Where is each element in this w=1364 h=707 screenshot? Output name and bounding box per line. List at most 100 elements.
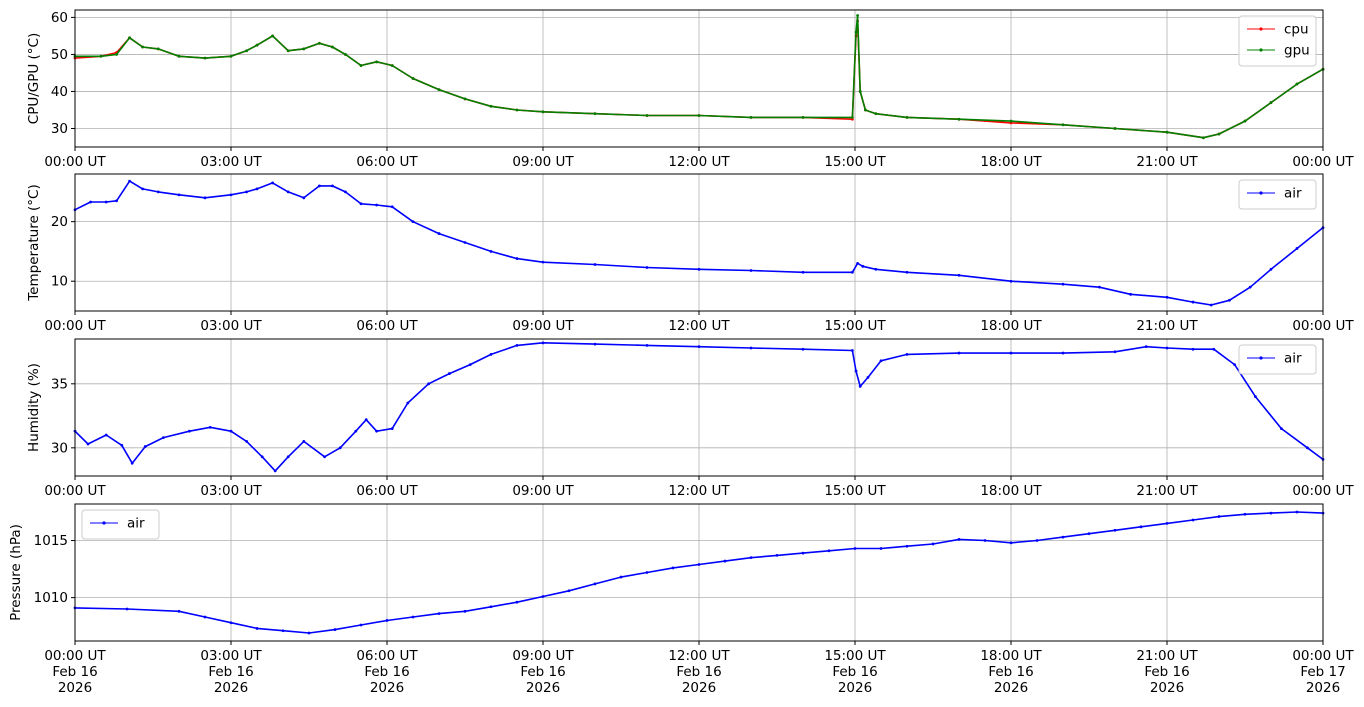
data-point-air (104, 433, 108, 437)
x-tick-label: 00:00 UT (44, 483, 106, 499)
data-point-gpu (177, 54, 181, 58)
data-point-gpu (437, 88, 441, 92)
data-point-gpu (1009, 119, 1013, 123)
data-point-gpu (697, 114, 701, 117)
data-point-air (1144, 345, 1148, 349)
data-point-gpu (359, 64, 363, 67)
x-tick-label: 15:00 UT Feb 16 2026 (824, 648, 886, 696)
data-point-air (1269, 511, 1273, 515)
data-point-air (203, 196, 207, 200)
data-point-air (141, 187, 145, 191)
y-tick-label: 1015 (34, 533, 68, 549)
data-point-air (749, 269, 753, 272)
y-tick-label: 60 (51, 10, 68, 26)
data-point-air (1009, 541, 1013, 545)
data-point-air (448, 372, 451, 375)
data-point-air (957, 537, 961, 541)
data-point-air (858, 384, 862, 388)
data-point-air (307, 631, 311, 635)
panel-4: 1010 1015 00:00 UT Feb 16 2026 03:00 UT Feb 16… (8, 503, 1354, 696)
data-point-air (333, 628, 337, 631)
data-point-gpu (515, 108, 519, 112)
data-point-gpu (874, 112, 878, 116)
data-point-gpu (1217, 132, 1221, 136)
data-point-air (801, 551, 805, 555)
data-point-air (281, 629, 285, 633)
data-point-air (1009, 279, 1013, 283)
data-point-air (879, 547, 883, 550)
data-point-air (671, 566, 675, 570)
y-tick-label: 40 (51, 84, 68, 100)
data-point-air (229, 193, 233, 197)
y-axis-label: Temperature (°C) (26, 184, 42, 302)
x-tick-label: 00:00 UT (44, 318, 106, 334)
data-point-gpu (271, 34, 274, 38)
data-point-gpu (905, 115, 909, 119)
data-point-air (1165, 346, 1169, 350)
data-point-air (567, 589, 571, 593)
y-tick-label: 50 (51, 47, 68, 63)
data-point-air (177, 193, 181, 197)
data-point-air (437, 232, 441, 235)
data-point-air (1254, 395, 1257, 399)
data-point-air (411, 615, 415, 619)
x-tick-label: 09:00 UT (512, 318, 574, 334)
data-point-air (286, 455, 290, 459)
data-point-air (255, 627, 259, 630)
data-point-air (323, 455, 326, 459)
x-tick-label: 15:00 UT (824, 483, 886, 499)
data-point-air (861, 264, 865, 268)
data-point-air (541, 341, 545, 345)
x-tick-label: 06:00 UT (356, 318, 418, 334)
data-point-gpu (344, 53, 347, 56)
data-point-air (1113, 350, 1117, 354)
data-point-air (208, 425, 212, 429)
data-point-air (1009, 351, 1013, 355)
data-point-gpu (286, 49, 290, 53)
data-point-air (468, 363, 472, 367)
x-tick-label: 18:00 UT (980, 318, 1042, 334)
data-point-air (1233, 363, 1236, 367)
data-point-air (89, 200, 92, 204)
y-tick-label: 20 (51, 214, 68, 230)
data-point-air (697, 345, 701, 349)
data-point-air (1243, 512, 1247, 516)
data-point-air (1209, 303, 1213, 307)
x-tick-label: 03:00 UT Feb 16 2026 (200, 648, 262, 696)
data-point-air (957, 273, 961, 277)
data-point-gpu (115, 53, 118, 56)
data-point-gpu (203, 56, 207, 60)
x-tick-label: 00:00 UT (1292, 483, 1354, 499)
data-point-air (515, 600, 519, 604)
legend: air (81, 509, 160, 540)
data-point-air (856, 261, 859, 265)
data-point-gpu (1269, 101, 1273, 104)
data-point-gpu (1295, 82, 1299, 86)
data-point-air (801, 347, 805, 351)
data-point-gpu (390, 64, 394, 67)
data-point-air (905, 352, 909, 356)
data-point-gpu (801, 115, 805, 119)
data-point-air (427, 382, 430, 386)
data-point-air (156, 190, 160, 194)
data-point-gpu (957, 117, 961, 121)
data-point-air (260, 455, 264, 459)
legend-label-air: air (1284, 351, 1302, 367)
data-point-air (1165, 295, 1169, 299)
data-point-air (437, 612, 441, 615)
data-point-air (411, 220, 415, 224)
data-point-air (1212, 347, 1216, 351)
data-point-air (593, 263, 597, 266)
data-point-air (851, 270, 854, 274)
data-point-gpu (245, 49, 249, 53)
data-point-gpu (1243, 119, 1247, 123)
legend-marker-air (1259, 356, 1263, 360)
x-tick-label: 00:00 UT (44, 154, 106, 170)
data-point-air (541, 595, 545, 598)
data-point-air (645, 344, 649, 347)
x-tick-label: 12:00 UT Feb 16 2026 (668, 648, 730, 696)
data-point-gpu (1061, 123, 1065, 127)
data-point-air (827, 549, 831, 553)
data-point-air (489, 352, 493, 356)
data-point-air (749, 556, 753, 560)
